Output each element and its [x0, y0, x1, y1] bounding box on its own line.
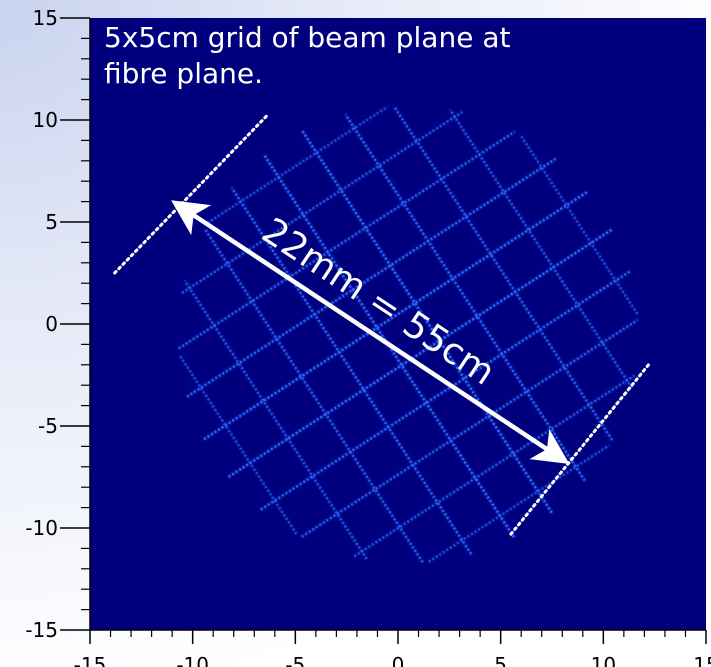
y-tick-label--10: -10 [25, 516, 58, 540]
x-tick-label--10: -10 [176, 653, 209, 667]
x-tick-label-5: 5 [494, 653, 507, 667]
beam-grid-line-2 [301, 318, 639, 538]
beam-grid-line-7 [178, 130, 516, 350]
y-tick-label-5: 5 [45, 210, 58, 234]
beam-grid-line-11 [183, 279, 368, 560]
x-tick-label-0: 0 [392, 653, 405, 667]
reference-line-1 [113, 112, 271, 275]
reference-line-2 [509, 363, 651, 536]
grid-description-line-2: fibre plane. [104, 57, 263, 90]
y-tick-label-10: 10 [33, 108, 58, 132]
x-tick-label-15: 15 [693, 653, 711, 667]
grid-description: 5x5cm grid of beam plane at fibre plane. [104, 21, 510, 90]
x-tick-label-10: 10 [591, 653, 616, 667]
x-tick-label--5: -5 [285, 653, 305, 667]
grid-description-line-1: 5x5cm grid of beam plane at [104, 21, 510, 54]
dimension-arrow-line [171, 200, 570, 465]
axes: -15 -10 -5 0 5 10 15 -15 -10 -5 0 5 10 15 [25, 6, 711, 667]
beam-grid-line-18 [448, 108, 633, 389]
x-tick-label--15: -15 [74, 653, 107, 667]
y-tick-label--5: -5 [38, 414, 58, 438]
y-tick-label--15: -15 [25, 618, 58, 642]
beam-grid-line-1 [353, 374, 636, 558]
beam-grid-line-17 [392, 105, 614, 441]
reference-lines [113, 112, 651, 536]
y-tick-label-15: 15 [33, 6, 58, 30]
y-tick-label-0: 0 [45, 312, 58, 336]
